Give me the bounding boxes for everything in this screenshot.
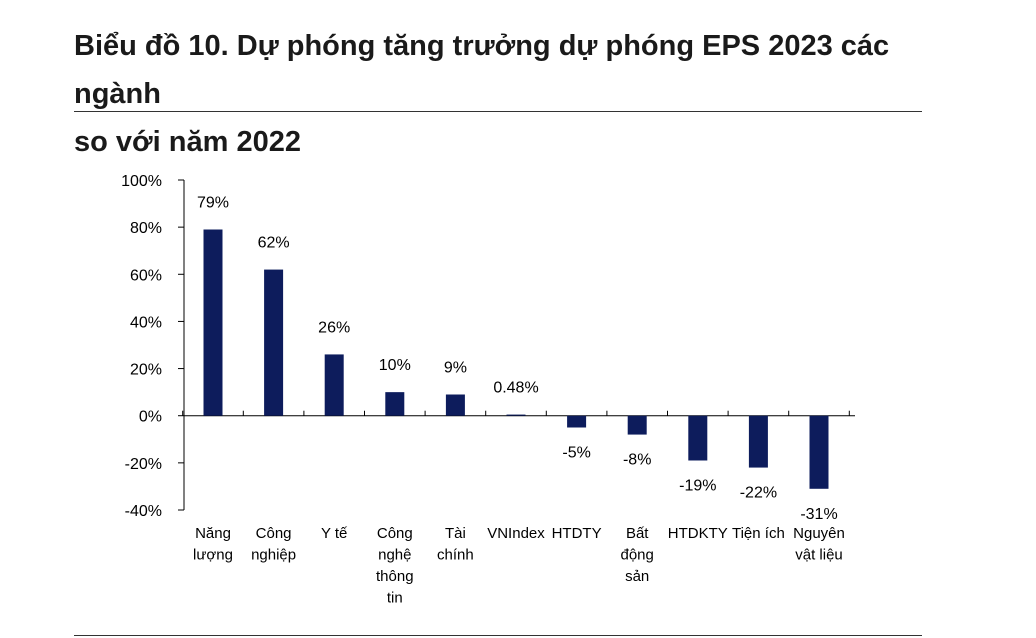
y-tick-label: -20% [125,456,162,473]
bar [445,394,465,416]
bar [203,229,223,416]
bar [627,415,647,435]
bar [688,415,708,461]
category-label: Bất [626,525,649,542]
y-tick-label: -40% [125,503,162,520]
bar [324,354,344,416]
y-tick-label: 0% [139,409,162,426]
data-label: -19% [679,478,716,495]
category-label: Y tế [321,525,348,542]
bar [567,415,587,428]
data-label: -22% [740,485,777,502]
category-label: Tiện ích [732,525,785,542]
category-label: Năng [195,525,231,542]
y-tick-label: 60% [130,267,162,284]
data-label: -31% [800,506,837,523]
top-divider [74,111,922,112]
category-label: thông [376,568,414,585]
bar [748,415,768,468]
category-label: vật liệu [795,547,843,564]
data-label: 9% [444,360,467,377]
category-label: HTDKTY [668,525,728,542]
data-label: 62% [258,235,290,252]
y-tick-label: 100% [121,173,162,190]
y-tick-label: 80% [130,220,162,237]
chart-title-line-2: so với năm 2022 [74,126,301,158]
category-label: chính [437,547,474,564]
category-label: Tài [445,525,466,542]
bottom-divider [74,635,922,636]
data-label: 10% [379,357,411,374]
category-label: nghệ [378,547,411,564]
category-label: nghiệp [251,547,296,564]
data-label: -8% [623,452,651,469]
category-label: VNIndex [487,525,545,542]
category-label: Công [256,525,292,542]
category-label: tin [387,590,403,607]
y-tick-label: 40% [130,314,162,331]
bar [809,415,829,489]
bar [385,392,405,416]
data-label: -5% [562,445,590,462]
category-label: HTDTY [552,525,602,542]
data-label: 0.48% [493,380,538,397]
category-label: Công [377,525,413,542]
y-tick-label: 20% [130,362,162,379]
data-label: 26% [318,319,350,336]
category-label: Nguyên [793,525,845,542]
chart-title: Biểu đồ 10. Dự phóng tăng trưởng dự phón… [74,22,954,166]
bar [264,269,284,416]
category-label: động [621,547,654,564]
chart-title-line-1: Biểu đồ 10. Dự phóng tăng trưởng dự phón… [74,30,890,110]
category-label: lượng [193,547,233,564]
category-label: sản [625,568,649,585]
bar [506,414,526,416]
data-label: 79% [197,195,229,212]
